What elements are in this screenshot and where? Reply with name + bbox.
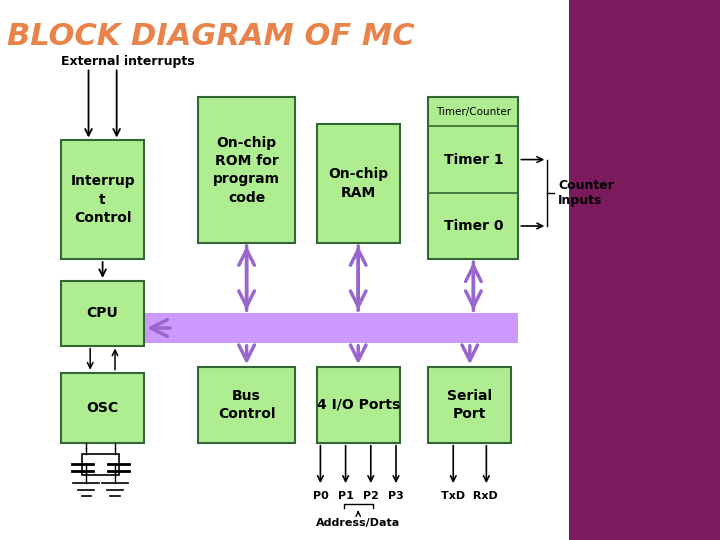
Text: OSC: OSC bbox=[86, 401, 119, 415]
FancyBboxPatch shape bbox=[61, 373, 144, 443]
Text: External interrupts: External interrupts bbox=[61, 55, 195, 68]
FancyBboxPatch shape bbox=[198, 97, 295, 243]
Text: P1: P1 bbox=[338, 491, 354, 502]
Bar bbox=[144, 313, 518, 343]
Text: On-chip
ROM for
program
code: On-chip ROM for program code bbox=[213, 136, 280, 205]
Text: Interrup
t
Control: Interrup t Control bbox=[71, 174, 135, 225]
Text: CPU: CPU bbox=[86, 306, 119, 320]
FancyBboxPatch shape bbox=[428, 97, 518, 259]
Text: P2: P2 bbox=[363, 491, 379, 502]
Text: Timer/Counter: Timer/Counter bbox=[436, 107, 511, 117]
FancyBboxPatch shape bbox=[317, 367, 400, 443]
Text: On-chip
RAM: On-chip RAM bbox=[328, 167, 388, 200]
Text: Timer 0: Timer 0 bbox=[444, 219, 503, 233]
Text: Timer 1: Timer 1 bbox=[444, 153, 503, 166]
FancyBboxPatch shape bbox=[61, 140, 144, 259]
FancyBboxPatch shape bbox=[61, 281, 144, 346]
Bar bbox=[82, 454, 119, 475]
Bar bbox=[569, 0, 720, 540]
Text: Bus
Control: Bus Control bbox=[218, 389, 275, 421]
FancyBboxPatch shape bbox=[198, 367, 295, 443]
Text: 4 I/O Ports: 4 I/O Ports bbox=[317, 398, 400, 412]
Text: BLOCK DIAGRAM OF MC: BLOCK DIAGRAM OF MC bbox=[7, 22, 415, 51]
Text: P3: P3 bbox=[388, 491, 404, 502]
Text: Counter
Inputs: Counter Inputs bbox=[558, 179, 614, 207]
FancyBboxPatch shape bbox=[317, 124, 400, 243]
Text: TxD  RxD: TxD RxD bbox=[441, 491, 498, 502]
Text: P0: P0 bbox=[312, 491, 328, 502]
Text: Serial
Port: Serial Port bbox=[447, 389, 492, 421]
Text: Address/Data: Address/Data bbox=[316, 518, 400, 529]
FancyBboxPatch shape bbox=[428, 367, 511, 443]
